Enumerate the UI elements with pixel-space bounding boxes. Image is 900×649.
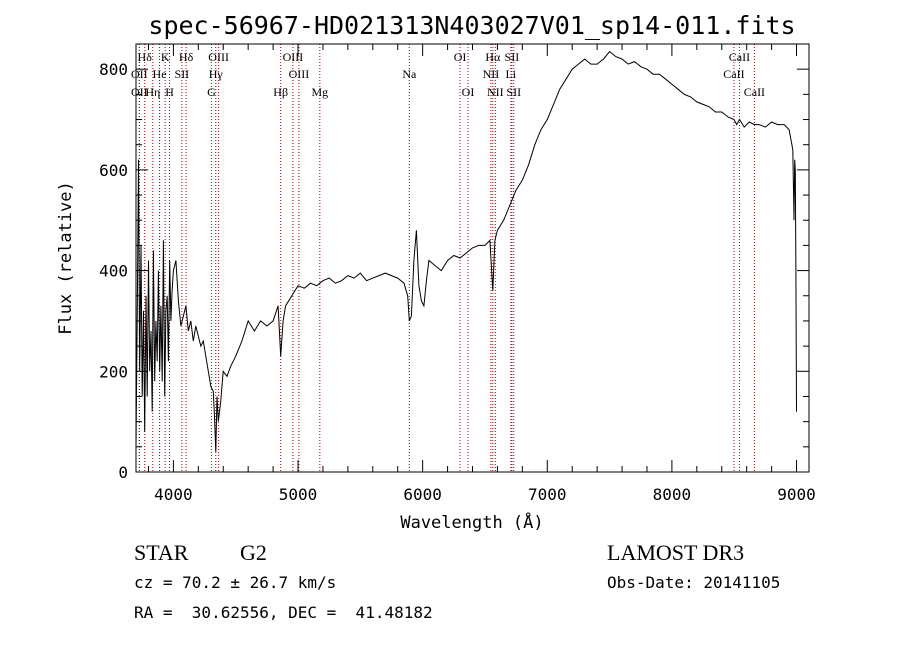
line-marker-label: OII bbox=[131, 67, 148, 81]
y-tick-label: 400 bbox=[99, 262, 128, 281]
line-marker-label: Mg bbox=[311, 85, 328, 99]
line-marker-label: NII bbox=[487, 85, 504, 99]
coordinates: RA = 30.62556, DEC = 41.48182 bbox=[134, 603, 433, 622]
line-marker-label: Hη bbox=[145, 85, 160, 99]
line-marker-label: Hβ bbox=[273, 85, 288, 99]
y-axis: 0 200 400 600 800 bbox=[99, 60, 809, 482]
line-marker-label: CaII bbox=[729, 50, 750, 64]
line-marker-label: OIII bbox=[283, 50, 304, 64]
line-marker-label: OI bbox=[462, 85, 475, 99]
observation-date: Obs-Date: 20141105 bbox=[607, 573, 781, 592]
x-tick-label: 9000 bbox=[777, 485, 816, 504]
spectrum-line bbox=[135, 50, 797, 452]
x-tick-label: 4000 bbox=[154, 485, 193, 504]
x-tick-label: 6000 bbox=[403, 485, 442, 504]
redshift-info: cz = 70.2 ± 26.7 km/s bbox=[134, 573, 337, 592]
x-axis-label: Wavelength (Å) bbox=[400, 511, 543, 533]
line-marker-label: H bbox=[165, 85, 174, 99]
line-marker-label: Hδ bbox=[138, 50, 153, 64]
line-marker-label: CaII bbox=[744, 85, 765, 99]
line-marker-label: SII bbox=[505, 50, 520, 64]
y-tick-label: 200 bbox=[99, 362, 128, 381]
line-marker-label: Hδ bbox=[179, 50, 194, 64]
line-marker-label: Hα bbox=[485, 50, 501, 64]
object-subclass: G2 bbox=[240, 540, 267, 565]
plot-frame bbox=[135, 43, 810, 473]
chart-title: spec-56967-HD021313N403027V01_sp14-011.f… bbox=[148, 11, 795, 40]
object-class: STAR bbox=[134, 540, 189, 565]
y-tick-label: 600 bbox=[99, 161, 128, 180]
line-marker-label: Li bbox=[506, 67, 517, 81]
x-tick-label: 5000 bbox=[279, 485, 318, 504]
line-marker-label: CaII bbox=[723, 67, 744, 81]
y-tick-label: 800 bbox=[99, 60, 128, 79]
y-tick-label: 0 bbox=[118, 463, 128, 482]
line-marker-label: K bbox=[161, 50, 170, 64]
y-axis-label: Flux (relative) bbox=[56, 181, 76, 335]
x-tick-label: 8000 bbox=[653, 485, 692, 504]
line-marker-label: OI bbox=[454, 50, 467, 64]
line-marker-label: He bbox=[153, 67, 167, 81]
line-marker-label: NII bbox=[483, 67, 500, 81]
line-marker-label: OII bbox=[131, 85, 148, 99]
survey-name: LAMOST DR3 bbox=[607, 540, 745, 565]
line-marker-label: OIII bbox=[208, 50, 229, 64]
line-marker-label: G bbox=[207, 85, 216, 99]
line-marker-label: Na bbox=[402, 67, 417, 81]
spectral-line-markers bbox=[138, 44, 755, 472]
x-axis: 4000 5000 6000 7000 8000 9000 bbox=[147, 44, 816, 504]
line-marker-label: Hγ bbox=[209, 67, 224, 81]
line-marker-label: SII bbox=[175, 67, 190, 81]
x-tick-label: 7000 bbox=[528, 485, 567, 504]
spectral-line-labels: Hδ K Hδ OIII OIII OI Hα SII CaII OII He SII Hγ OIII Na… bbox=[131, 50, 765, 99]
line-marker-label: SII bbox=[506, 85, 521, 99]
line-marker-label: OIII bbox=[289, 67, 310, 81]
